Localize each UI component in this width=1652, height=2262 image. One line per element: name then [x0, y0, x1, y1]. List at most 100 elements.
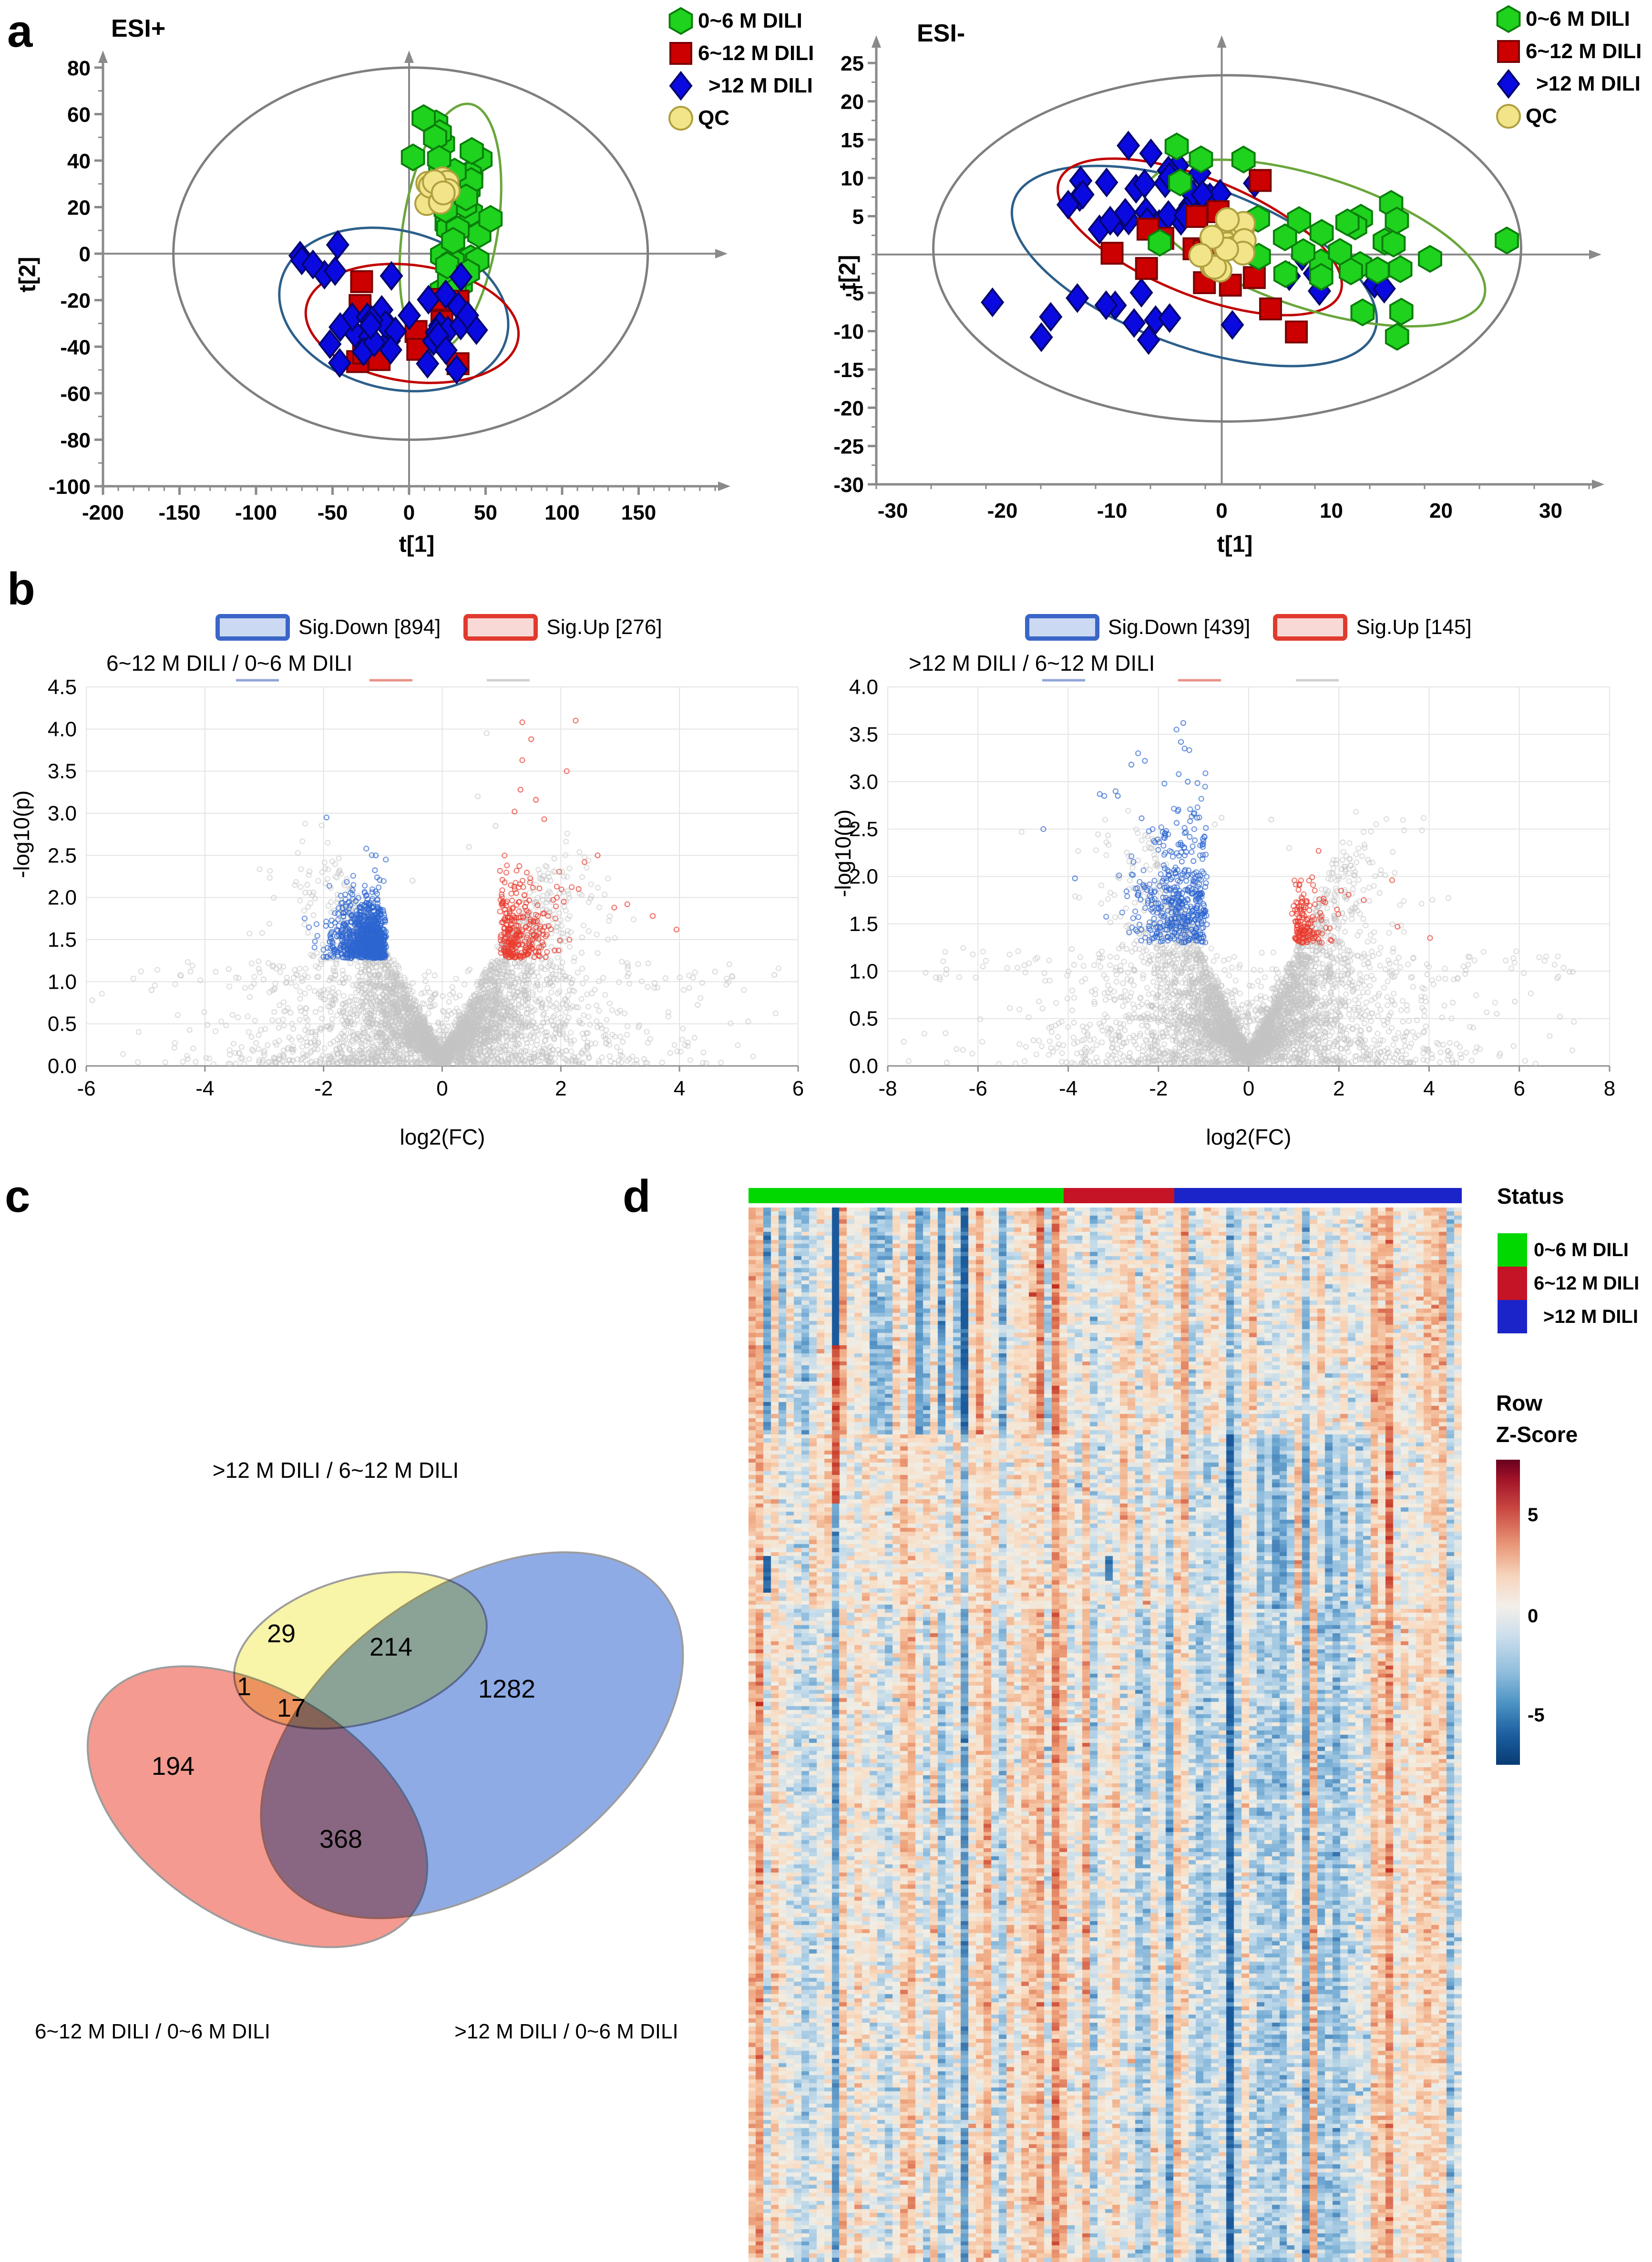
- x-tick-label: 6: [1514, 1077, 1525, 1100]
- legend-item-label: 6~12 M DILI: [1526, 40, 1642, 63]
- axis-arrow: [1589, 249, 1601, 259]
- y-tick-label: 2.0: [849, 865, 878, 889]
- sig-down-label: Sig.Down [439]: [1108, 615, 1251, 639]
- colorbar-tick--5: -5: [1528, 1705, 1545, 1726]
- sig-up-label: Sig.Up [145]: [1356, 615, 1472, 639]
- y-tick-label: 4.0: [849, 676, 878, 699]
- hexagon-icon: [668, 7, 693, 35]
- series-QC: [414, 166, 461, 216]
- panel-label-d: d: [623, 1171, 651, 1222]
- volcano1-legend: Sig.Down [894] Sig.Up [276]: [215, 614, 662, 641]
- status-legend-item-6~12 M DILI: 6~12 M DILI: [1498, 1267, 1639, 1300]
- circle-icon: [1496, 104, 1521, 129]
- y-tick-label: 40: [67, 150, 91, 173]
- sig-up-label: Sig.Up [276]: [546, 615, 662, 639]
- legend-item->12 M DILI: >12 M DILI: [1494, 68, 1642, 100]
- status-label: >12 M DILI: [1543, 1306, 1638, 1327]
- square-icon: [1497, 40, 1520, 63]
- y-tick-label: 25: [841, 52, 864, 75]
- x-tick-label: -2: [314, 1077, 333, 1100]
- esi-minus-ylabel: t[2]: [835, 255, 861, 291]
- y-tick-label: -20: [60, 289, 91, 313]
- confidence-ellipse-ellipse-gt12: [278, 226, 510, 393]
- volcano1-points: [86, 687, 798, 1066]
- volcano2-points: [888, 687, 1610, 1066]
- colorbar-tick-5: 5: [1528, 1504, 1539, 1525]
- axis-arrow: [404, 51, 414, 63]
- y-tick-label: -10: [833, 320, 864, 344]
- volcano2-xlabel: log2(FC): [1206, 1125, 1292, 1149]
- x-tick-label: 0: [436, 1077, 448, 1100]
- x-tick-label: 150: [621, 501, 656, 524]
- axis-arrow: [718, 481, 730, 491]
- legend-item-label: 6~12 M DILI: [698, 41, 814, 65]
- sig-up-swatch: [1273, 614, 1348, 641]
- esi-plus-ylabel: t[2]: [15, 256, 41, 293]
- status-swatch: [1498, 1267, 1527, 1300]
- volcano2-legend: Sig.Down [439] Sig.Up [145]: [1025, 614, 1472, 641]
- y-tick-label: -60: [60, 382, 91, 406]
- diamond-icon: [1497, 69, 1520, 99]
- x-tick-label: -50: [318, 501, 348, 524]
- y-tick-label: 0.0: [48, 1054, 77, 1078]
- x-tick-label: -200: [82, 501, 124, 524]
- y-tick-label: 3.5: [48, 760, 77, 783]
- legend-item-label: 0~6 M DILI: [698, 9, 802, 32]
- y-tick-label: 4.5: [48, 676, 77, 699]
- esi-plus-xlabel: t[1]: [399, 532, 435, 557]
- axis-arrow: [98, 51, 108, 63]
- status-bar-segment-0~6 M DILI: [749, 1188, 1064, 1203]
- y-tick-label: -5: [845, 282, 864, 305]
- status-legend-item-0~6 M DILI: 0~6 M DILI: [1498, 1233, 1639, 1267]
- esi-minus-legend: 0~6 M DILI 6~12 M DILI >12 M DILI QC: [1494, 3, 1642, 133]
- x-tick-label: -100: [235, 501, 277, 524]
- status-swatch: [1498, 1300, 1527, 1333]
- series->12 M DILI: [981, 131, 1396, 355]
- score-plot-ESI-: -30 -20 -10 0 10 20 30 25 20 15 10 5 -5 -10 -15 -20 -25 -…: [833, 35, 1604, 522]
- status-legend-title: Status: [1497, 1184, 1564, 1208]
- x-tick-label: -8: [878, 1077, 897, 1100]
- x-tick-label: -4: [1059, 1077, 1077, 1100]
- series->12 M DILI: [288, 230, 488, 385]
- volcano1-ylabel: -log10(p): [9, 790, 34, 879]
- diamond-icon: [669, 71, 693, 101]
- y-tick-label: 0.5: [849, 1007, 878, 1031]
- esi-plus-legend: 0~6 M DILI 6~12 M DILI >12 M DILI QC: [667, 5, 814, 134]
- venn-set-top: [233, 1571, 488, 1730]
- status-swatch: [1498, 1233, 1527, 1267]
- y-tick-label: 20: [67, 196, 91, 220]
- y-tick-label: 0.0: [849, 1054, 878, 1078]
- status-bar-segment->12 M DILI: [1174, 1188, 1462, 1203]
- status-label: 0~6 M DILI: [1534, 1239, 1629, 1260]
- esi-plus-title: ESI+: [111, 15, 166, 42]
- y-tick-label: -15: [833, 358, 864, 382]
- series-QC: [1188, 207, 1257, 283]
- x-tick-label: 50: [474, 501, 497, 524]
- status-label: 6~12 M DILI: [1534, 1272, 1640, 1294]
- y-tick-label: 1.0: [849, 960, 878, 983]
- y-tick-label: -30: [833, 473, 864, 497]
- x-tick-label: 8: [1604, 1077, 1615, 1100]
- x-tick-label: 4: [674, 1077, 685, 1100]
- x-tick-label: 0: [1243, 1077, 1254, 1100]
- x-tick-label: 2: [555, 1077, 566, 1100]
- y-tick-label: -100: [49, 475, 91, 499]
- y-tick-label: 5: [852, 205, 864, 229]
- x-tick-label: 10: [1320, 499, 1343, 522]
- venn-count-194: 194: [152, 1752, 195, 1781]
- y-tick-label: 3.0: [849, 770, 878, 794]
- y-tick-label: 1.0: [48, 970, 77, 993]
- y-tick-label: 2.5: [849, 818, 878, 841]
- volcano1-title: 6~12 M DILI / 0~6 M DILI: [106, 651, 353, 676]
- x-tick-label: 100: [544, 501, 579, 524]
- x-tick-label: 30: [1539, 499, 1562, 522]
- sig-down-swatch: [215, 614, 290, 641]
- x-tick-label: -30: [878, 499, 908, 522]
- venn-left-set-label: 6~12 M DILI / 0~6 M DILI: [34, 2020, 271, 2043]
- y-tick-label: -20: [833, 397, 864, 420]
- legend-item-6~12 M DILI: 6~12 M DILI: [1494, 35, 1642, 68]
- y-tick-label: -80: [60, 429, 91, 452]
- x-tick-label: 20: [1429, 499, 1453, 522]
- y-tick-label: 10: [841, 167, 864, 190]
- x-tick-label: 4: [1423, 1077, 1435, 1100]
